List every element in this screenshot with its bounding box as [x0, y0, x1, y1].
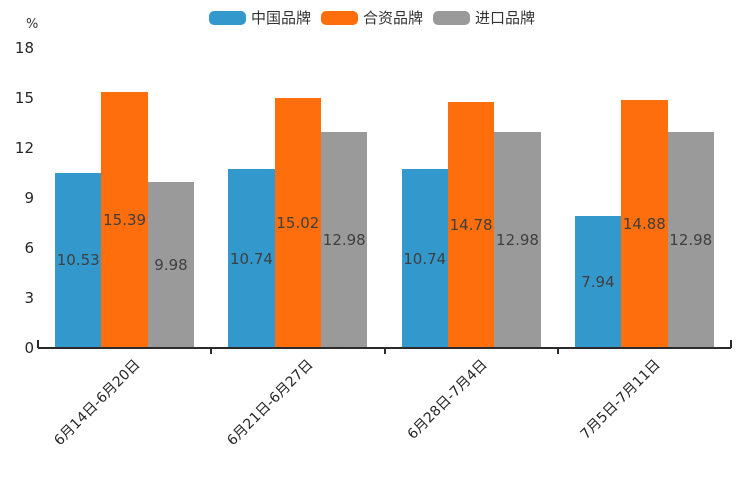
bar-value-label: 12.98 [669, 230, 713, 249]
y-axis-tick-label: 12 [14, 139, 34, 157]
legend-label: 进口品牌 [475, 9, 536, 27]
x-axis-tick-label: 6月21日-6月27日 [224, 356, 317, 449]
bar-value-label: 15.02 [276, 213, 320, 232]
bar-合资品牌-3 [621, 100, 668, 348]
y-axis-tick-label: 18 [14, 39, 34, 57]
x-axis-tick [556, 349, 559, 354]
legend-label: 合资品牌 [362, 9, 423, 27]
x-axis-tick-label: 6月28日-7月4日 [404, 356, 491, 443]
bar-合资品牌-0 [101, 91, 148, 348]
legend-label: 中国品牌 [250, 9, 311, 27]
x-axis-line [38, 347, 731, 349]
bar-合资品牌-1 [274, 97, 322, 348]
y-axis-tick-label: 0 [24, 339, 34, 357]
bar-value-label: 10.53 [56, 251, 100, 270]
bar-中国品牌-1 [228, 169, 275, 348]
legend: 中国品牌 合资品牌 进口品牌 [0, 8, 744, 28]
x-axis-tick-label: 6月14日-6月20日 [51, 356, 144, 449]
bar-value-label: 14.88 [622, 215, 666, 233]
y-axis-tick-label: 6 [24, 239, 34, 257]
legend-swatch-icon [208, 11, 246, 25]
legend-item-series-2[interactable]: 进口品牌 [433, 8, 535, 28]
bar-进口品牌-1 [321, 131, 368, 348]
bar-value-label: 15.39 [103, 210, 147, 229]
y-axis-tick-label: 3 [24, 289, 34, 307]
x-axis-tick [383, 349, 386, 354]
y-axis-tick-label: 15 [14, 89, 34, 107]
x-axis-tick-label: 7月5日-7月11日 [577, 356, 664, 443]
bar-value-label: 10.74 [403, 249, 447, 268]
bar-value-label: 12.98 [322, 230, 366, 249]
legend-item-series-0[interactable]: 中国品牌 [208, 8, 311, 28]
bar-进口品牌-2 [494, 131, 541, 348]
bar-value-label: 14.78 [449, 215, 493, 234]
legend-swatch-icon [320, 11, 358, 25]
bar-中国品牌-0 [55, 172, 102, 348]
bar-value-label: 7.94 [581, 272, 615, 291]
bar-中国品牌-2 [401, 169, 448, 348]
x-axis-end-tick [730, 340, 732, 348]
y-axis-tick-label: 9 [24, 189, 34, 207]
bar-value-label: 9.98 [154, 255, 188, 274]
bar-中国品牌-3 [574, 215, 622, 348]
bar-进口品牌-0 [147, 181, 195, 348]
legend-swatch-icon [433, 11, 470, 25]
bar-value-label: 12.98 [496, 230, 539, 249]
bar-value-label: 10.74 [229, 249, 273, 268]
x-axis-end-tick [37, 340, 39, 348]
y-axis-unit-label: % [26, 17, 39, 32]
bar-进口品牌-3 [667, 131, 714, 348]
legend-item-series-1[interactable]: 合资品牌 [320, 8, 423, 28]
x-axis-tick [210, 349, 213, 354]
bar-合资品牌-2 [447, 101, 495, 348]
